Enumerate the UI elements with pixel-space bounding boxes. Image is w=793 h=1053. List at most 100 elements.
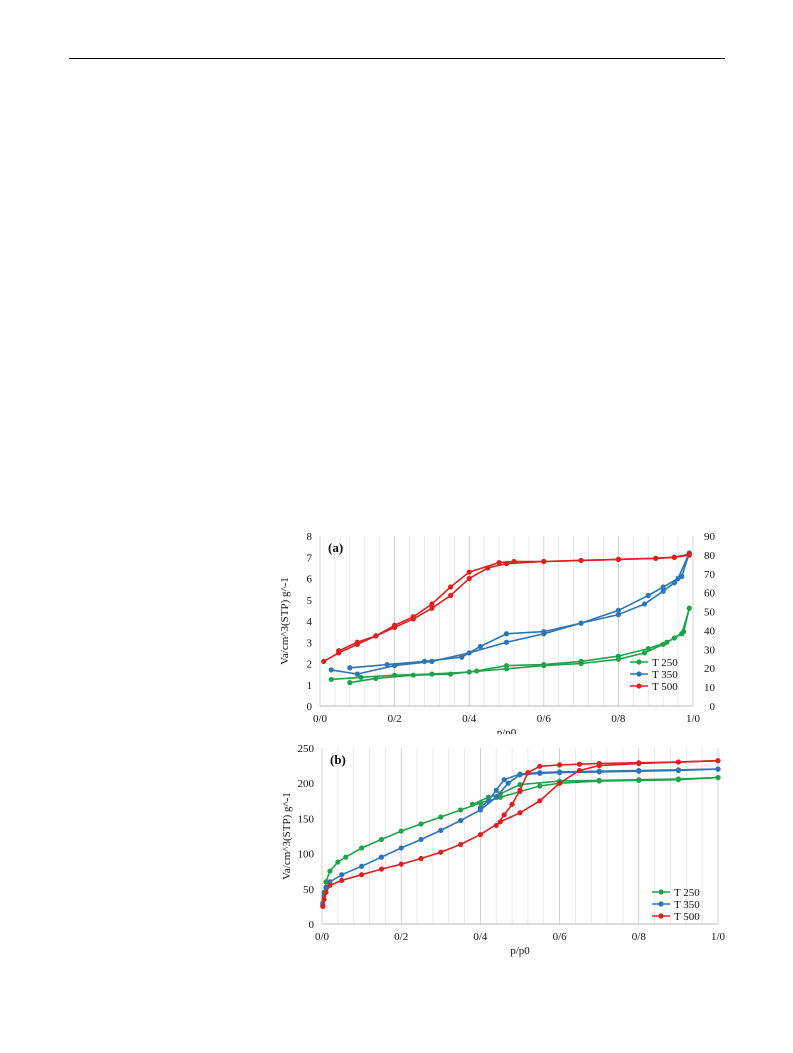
x-tick-label: 0/6 [537, 713, 552, 725]
legend-label: T 500 [652, 681, 678, 693]
data-point [615, 653, 621, 659]
data-point [576, 767, 582, 774]
data-point [447, 584, 454, 590]
data-point [675, 759, 681, 765]
data-point [596, 777, 602, 783]
data-point [354, 639, 360, 645]
data-point [378, 836, 384, 843]
data-point [541, 558, 547, 565]
data-point [641, 601, 648, 607]
data-point [636, 767, 642, 774]
data-point [347, 665, 353, 671]
y-tick-label: 1 [307, 680, 313, 692]
data-point [679, 631, 685, 637]
data-point [320, 903, 326, 909]
data-point [496, 559, 502, 566]
data-point [438, 827, 444, 833]
y-tick-label: 150 [298, 813, 315, 825]
y-right-tick-label: 30 [704, 644, 716, 656]
y-tick-label: 2 [307, 659, 313, 671]
x-tick-label: 0/6 [553, 931, 568, 943]
data-point [537, 763, 543, 769]
series-line-desorption [338, 553, 690, 652]
data-point [458, 807, 464, 813]
legend-marker [636, 671, 642, 677]
data-point [503, 631, 510, 637]
y-tick-label: 6 [307, 574, 313, 586]
series-line-desorption [349, 608, 691, 684]
data-point [373, 675, 379, 681]
data-point [359, 863, 365, 869]
data-point [358, 674, 364, 680]
y-tick-label: 200 [298, 778, 315, 790]
data-point [671, 554, 677, 560]
data-point [359, 845, 365, 851]
x-axis-label: p/p0 [497, 727, 517, 734]
data-point [501, 777, 507, 783]
data-point [541, 661, 547, 668]
y-axis-label: Va/cm^3(STP) g^-1 [281, 792, 293, 880]
panel-label: (a) [328, 540, 343, 555]
data-point [715, 758, 721, 764]
data-point [418, 836, 424, 843]
legend-label: T 250 [674, 887, 700, 899]
data-point [525, 770, 531, 776]
y-right-tick-label: 40 [704, 625, 716, 637]
data-point [438, 814, 444, 820]
data-point [438, 849, 444, 855]
data-point [447, 592, 454, 599]
header-rule [69, 58, 725, 59]
data-point [398, 845, 404, 851]
data-point [359, 872, 365, 878]
x-tick-label: 0/2 [394, 931, 408, 943]
data-point [466, 575, 472, 582]
data-point [503, 663, 510, 669]
data-point [410, 672, 416, 678]
data-point [447, 671, 454, 677]
y-tick-label: 0 [307, 701, 313, 713]
data-point [327, 868, 333, 874]
y-tick-label: 0 [309, 919, 315, 931]
data-point [378, 854, 384, 860]
data-point [501, 812, 507, 818]
data-point [485, 798, 491, 804]
data-point [328, 667, 334, 673]
y-tick-label: 50 [303, 884, 315, 896]
x-tick-label: 0/4 [462, 713, 477, 725]
x-tick-label: 1/0 [711, 931, 726, 943]
data-point [335, 859, 341, 865]
data-point [458, 817, 464, 824]
data-point [418, 821, 424, 827]
data-point [596, 768, 602, 774]
series-line-adsorption [331, 552, 691, 675]
y-tick-label: 3 [307, 637, 313, 649]
data-point [675, 767, 681, 773]
data-point [578, 620, 584, 626]
y-right-tick-label: 90 [704, 531, 716, 543]
data-point [615, 556, 621, 562]
data-point [636, 777, 642, 783]
data-point [466, 569, 472, 575]
data-point [615, 612, 621, 618]
data-point [429, 601, 435, 607]
data-point [503, 639, 510, 645]
data-point [459, 654, 465, 660]
data-point [578, 557, 584, 564]
data-point [327, 882, 333, 888]
data-point [321, 658, 327, 664]
data-point [509, 801, 515, 807]
data-point [537, 783, 543, 789]
y-tick-label: 100 [298, 849, 315, 861]
x-tick-label: 0/2 [388, 713, 402, 725]
data-point [378, 866, 384, 872]
y-tick-label: 7 [307, 552, 313, 564]
y-tick-label: 4 [307, 616, 313, 628]
legend-marker [658, 913, 664, 919]
data-point [645, 646, 651, 652]
x-tick-label: 0/0 [313, 713, 328, 725]
data-point [664, 639, 670, 645]
data-point [323, 879, 329, 885]
data-point [557, 780, 563, 786]
data-point [517, 810, 523, 816]
data-point [336, 648, 342, 654]
